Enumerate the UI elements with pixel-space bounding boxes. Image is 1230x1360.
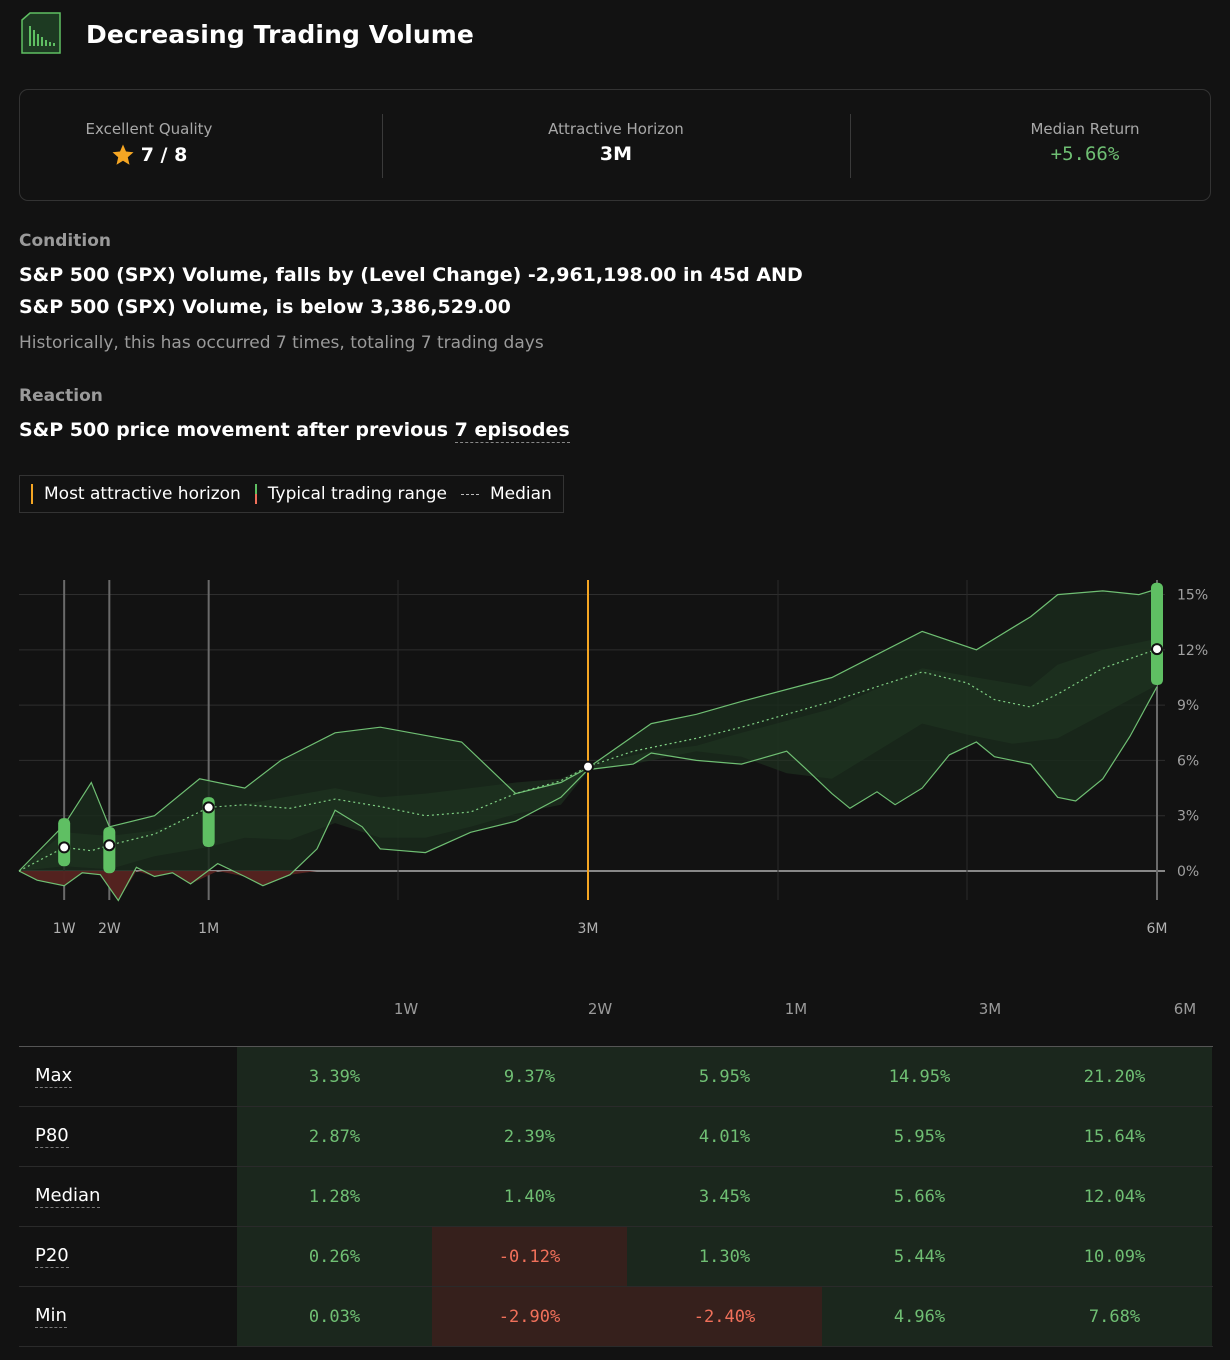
reaction-text: S&P 500 price movement after previous: [19, 419, 455, 441]
median-point: [103, 839, 116, 852]
column-header: 1M: [784, 1000, 808, 1018]
legend-horizon-swatch: [31, 484, 33, 504]
horizon-stat: Attractive Horizon 3M: [536, 120, 696, 165]
table-row: P80 2.87% 2.39% 4.01% 5.95% 15.64%: [19, 1107, 1213, 1167]
table-cell: 2.39%: [432, 1107, 627, 1166]
return-label: Median Return: [1030, 120, 1140, 138]
horizon-label: Attractive Horizon: [548, 120, 684, 138]
row-label[interactable]: Median: [35, 1185, 101, 1208]
row-label[interactable]: P20: [35, 1245, 69, 1268]
legend-range-label: Typical trading range: [267, 484, 447, 504]
median-point: [202, 801, 215, 814]
negative-area: [19, 871, 336, 901]
table-divider: [19, 1046, 1213, 1047]
table-cell: -2.40%: [627, 1287, 822, 1346]
table-cell: 12.04%: [1017, 1167, 1212, 1226]
table-row: P20 0.26% -0.12% 1.30% 5.44% 10.09%: [19, 1227, 1213, 1287]
legend-horizon: Most attractive horizon: [31, 484, 241, 504]
return-value: +5.66%: [1050, 143, 1120, 165]
legend-median-swatch: [461, 493, 479, 495]
legend-horizon-label: Most attractive horizon: [44, 484, 241, 504]
x-tick-label: 2W: [98, 921, 121, 937]
quality-label: Excellent Quality: [85, 120, 213, 138]
y-tick-label: 12%: [1177, 643, 1208, 659]
quality-stat: Excellent Quality 7 / 8: [84, 120, 214, 167]
table-cell: 7.68%: [1017, 1287, 1212, 1346]
table-cell: 0.26%: [237, 1227, 432, 1286]
episodes-link[interactable]: 7 episodes: [454, 419, 570, 443]
table-cell: 2.87%: [237, 1107, 432, 1166]
table-cell: -2.90%: [432, 1287, 627, 1346]
y-tick-label: 0%: [1177, 864, 1199, 880]
max-line: [18, 588, 1158, 872]
chart-legend: Most attractive horizon Typical trading …: [19, 475, 564, 513]
column-header: 3M: [978, 1000, 1002, 1018]
row-label[interactable]: P80: [35, 1125, 69, 1148]
y-tick-label: 9%: [1177, 698, 1199, 714]
table-cell: 1.30%: [627, 1227, 822, 1286]
typical-band: [19, 638, 1157, 871]
table-cell: 5.44%: [822, 1227, 1017, 1286]
table-row: Median 1.28% 1.40% 3.45% 5.66% 12.04%: [19, 1167, 1213, 1227]
condition-line-1: S&P 500 (SPX) Volume, falls by (Level Ch…: [19, 264, 803, 286]
table-cell: 14.95%: [822, 1047, 1017, 1106]
reaction-chart: 15% 12% 9% 6% 3% 0% 1W 2W 1M 3M 6M: [18, 580, 1208, 937]
stats-card: Excellent Quality 7 / 8 Attractive Horiz…: [19, 89, 1211, 201]
table-cell: 3.39%: [237, 1047, 432, 1106]
legend-median-label: Median: [490, 484, 552, 504]
y-tick-label: 6%: [1177, 753, 1199, 769]
history-text: Historically, this has occurred 7 times,…: [19, 333, 544, 353]
median-line: [18, 648, 1158, 872]
table-cell: 1.28%: [237, 1167, 432, 1226]
table-cell: 5.66%: [822, 1167, 1017, 1226]
range-marker: [1151, 582, 1163, 686]
table-cell: 0.03%: [237, 1287, 432, 1346]
bar-chart-icon: [21, 12, 61, 54]
median-point: [1151, 643, 1163, 656]
table-row: Max 3.39% 9.37% 5.95% 14.95% 21.20%: [19, 1047, 1213, 1107]
table-cell: 1.40%: [432, 1167, 627, 1226]
table-cell: 10.09%: [1017, 1227, 1212, 1286]
table-cell: -0.12%: [432, 1227, 627, 1286]
table-row: Min 0.03% -2.90% -2.40% 4.96% 7.68%: [19, 1287, 1213, 1347]
page-title: Decreasing Trading Volume: [86, 20, 474, 49]
table-cell: 5.95%: [627, 1047, 822, 1106]
table-cell: 9.37%: [432, 1047, 627, 1106]
table-cell: 5.95%: [822, 1107, 1017, 1166]
table-cell: 4.96%: [822, 1287, 1017, 1346]
x-tick-label: 1W: [53, 921, 76, 937]
star-icon: [112, 144, 134, 165]
column-header: 2W: [587, 1000, 613, 1018]
stat-divider: [382, 114, 383, 178]
legend-range: Typical trading range: [254, 484, 447, 504]
x-tick-label: 6M: [1147, 921, 1168, 937]
min-line: [18, 686, 1158, 902]
x-tick-label: 3M: [578, 921, 599, 937]
column-header: 1W: [393, 1000, 419, 1018]
row-label[interactable]: Max: [35, 1065, 73, 1088]
reaction-label: Reaction: [19, 386, 103, 406]
condition-label: Condition: [19, 231, 111, 251]
reaction-heading: S&P 500 price movement after previous 7 …: [19, 419, 570, 443]
table-cell: 15.64%: [1017, 1107, 1212, 1166]
table-cell: 4.01%: [627, 1107, 822, 1166]
column-header: 6M: [1173, 1000, 1197, 1018]
row-label[interactable]: Min: [35, 1305, 67, 1328]
y-tick-label: 3%: [1177, 809, 1199, 825]
legend-median: Median: [461, 484, 552, 504]
median-point: [582, 760, 594, 773]
table-cell: 3.45%: [627, 1167, 822, 1226]
horizon-value: 3M: [599, 143, 633, 165]
legend-range-swatch: [254, 484, 257, 504]
median-point: [58, 841, 71, 854]
x-tick-label: 1M: [198, 921, 219, 937]
table-cell: 21.20%: [1017, 1047, 1212, 1106]
condition-line-2: S&P 500 (SPX) Volume, is below 3,386,529…: [19, 296, 511, 318]
quality-value: 7 / 8: [140, 144, 188, 166]
return-stat: Median Return +5.66%: [1020, 120, 1150, 165]
y-tick-label: 15%: [1177, 588, 1208, 604]
stat-divider: [850, 114, 851, 178]
